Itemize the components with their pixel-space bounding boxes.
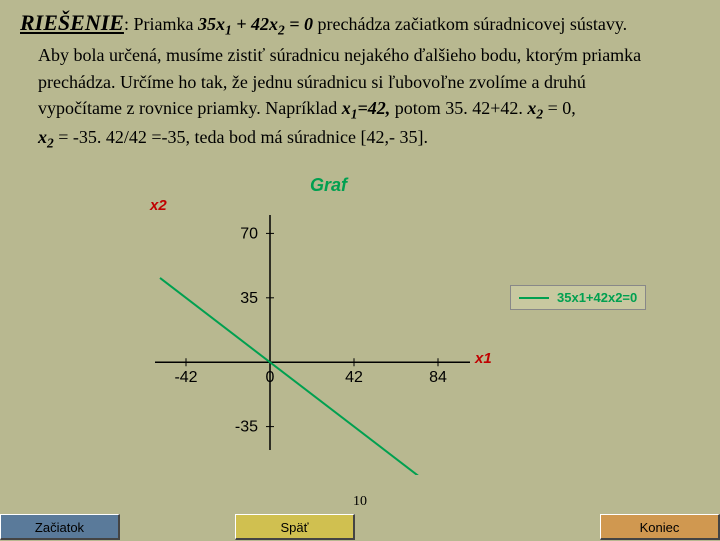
- button-bar: Začiatok Späť Koniec: [0, 514, 720, 540]
- chart-svg: -42 0 42 84 -35 35 70: [80, 175, 640, 475]
- svg-text:-35: -35: [235, 419, 258, 436]
- x-axis-label: x1: [475, 350, 492, 367]
- solution-heading: RIEŠENIE: Priamka 35x1 + 42x2 = 0 prechá…: [20, 8, 700, 40]
- y-axis-label: x2: [150, 197, 167, 214]
- svg-text:42: 42: [345, 369, 363, 386]
- svg-text:0: 0: [266, 369, 275, 386]
- page-number: 10: [0, 494, 720, 510]
- svg-text:-42: -42: [174, 369, 197, 386]
- end-button[interactable]: Koniec: [600, 514, 720, 540]
- chart-title: Graf: [310, 175, 347, 196]
- legend-line-icon: [519, 297, 549, 299]
- solution-body: Aby bola určená, musíme zistiť súradnicu…: [38, 42, 700, 153]
- start-button[interactable]: Začiatok: [0, 514, 120, 540]
- svg-text:70: 70: [240, 225, 258, 242]
- svg-text:84: 84: [429, 369, 447, 386]
- chart-legend: 35x1+42x2=0: [510, 285, 646, 310]
- legend-text: 35x1+42x2=0: [557, 290, 637, 305]
- svg-text:35: 35: [240, 290, 258, 307]
- riesenie-word: RIEŠENIE: [20, 10, 124, 35]
- chart-area: Graf x2 x1 35x1+42x2=0 -42 0 42 84 -35 35 70: [80, 175, 640, 475]
- back-button[interactable]: Späť: [235, 514, 355, 540]
